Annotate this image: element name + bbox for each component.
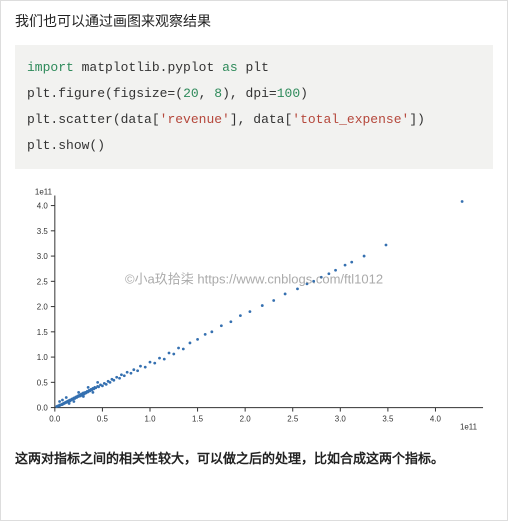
- svg-text:0.0: 0.0: [37, 404, 49, 413]
- svg-text:3.0: 3.0: [335, 415, 347, 424]
- p: ): [300, 86, 308, 101]
- svg-text:2.5: 2.5: [287, 415, 299, 424]
- svg-text:2.5: 2.5: [37, 277, 49, 286]
- svg-text:4.0: 4.0: [430, 415, 442, 424]
- num: 8: [214, 86, 222, 101]
- module-name: matplotlib.pyplot: [82, 60, 215, 75]
- fn: scatter(data[: [58, 112, 159, 127]
- code-block: import matplotlib.pyplot as plt plt.figu…: [15, 45, 493, 169]
- kw: dpi=: [246, 86, 277, 101]
- p: ,: [199, 86, 215, 101]
- svg-text:3.5: 3.5: [37, 227, 49, 236]
- keyword-as: as: [222, 60, 238, 75]
- obj: plt: [27, 138, 50, 153]
- mid: ], data[: [230, 112, 292, 127]
- svg-text:2.0: 2.0: [240, 415, 252, 424]
- svg-text:1.0: 1.0: [37, 353, 49, 362]
- fn: figure(figsize=: [58, 86, 175, 101]
- scatter-chart: 0.0 0.5 1.0 1.5 2.0 2.5 3.0 3.5 4.0 0.0 0.5 1.0 1.5 2…: [15, 183, 493, 433]
- p: (: [175, 86, 183, 101]
- num: 20: [183, 86, 199, 101]
- str: 'revenue': [160, 112, 230, 127]
- svg-text:3.5: 3.5: [382, 415, 394, 424]
- svg-text:3.0: 3.0: [37, 252, 49, 261]
- num: 100: [277, 86, 300, 101]
- svg-text:0.5: 0.5: [37, 378, 49, 387]
- svg-text:1.5: 1.5: [37, 328, 49, 337]
- p: ): [222, 86, 230, 101]
- str: 'total_expense': [292, 112, 409, 127]
- alias: plt: [245, 60, 268, 75]
- svg-text:0.5: 0.5: [97, 415, 109, 424]
- svg-text:1.5: 1.5: [192, 415, 204, 424]
- fn: show(): [58, 138, 105, 153]
- p: ]): [409, 112, 425, 127]
- svg-text:1e11: 1e11: [35, 187, 53, 196]
- svg-text:4.0: 4.0: [37, 202, 49, 211]
- svg-text:2.0: 2.0: [37, 303, 49, 312]
- footer-conclusion: 这两对指标之间的相关性较大，可以做之后的处理，比如合成这两个指标。: [15, 449, 493, 470]
- p: ,: [230, 86, 246, 101]
- chart-svg: 0.0 0.5 1.0 1.5 2.0 2.5 3.0 3.5 4.0 0.0 0.5 1.0 1.5 2…: [15, 183, 493, 433]
- obj: plt: [27, 112, 50, 127]
- section-heading: 我们也可以通过画图来观察结果: [15, 11, 493, 31]
- keyword-import: import: [27, 60, 74, 75]
- obj: plt: [27, 86, 50, 101]
- svg-text:1e11: 1e11: [460, 422, 478, 431]
- svg-text:0.0: 0.0: [49, 415, 61, 424]
- svg-text:1.0: 1.0: [144, 415, 156, 424]
